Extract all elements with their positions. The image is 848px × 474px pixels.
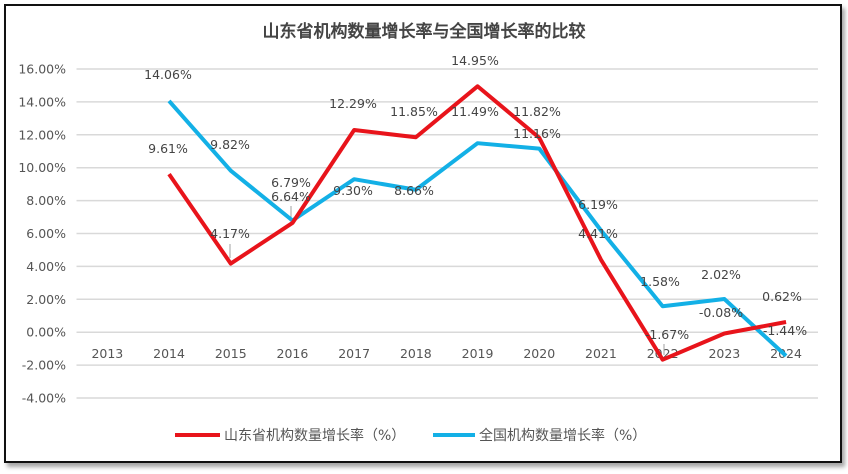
series-line-national: [167, 99, 788, 358]
data-label: 11.49%: [451, 104, 499, 119]
y-tick-label: 4.00%: [26, 259, 66, 274]
x-tick-label: 2020: [523, 346, 555, 361]
data-label: 6.64%: [271, 189, 311, 204]
x-tick-label: 2016: [277, 346, 309, 361]
y-tick-label: 10.00%: [18, 160, 66, 175]
x-tick-label: 2015: [215, 346, 247, 361]
x-tick-label: 2019: [462, 346, 494, 361]
legend-label: 山东省机构数量增长率（%）: [224, 427, 405, 444]
data-label: -0.08%: [699, 305, 743, 320]
y-tick-label: -4.00%: [22, 391, 66, 406]
y-tick-label: 16.00%: [18, 62, 66, 77]
legend-label: 全国机构数量增长率（%）: [479, 427, 646, 444]
y-tick-label: 6.00%: [26, 226, 66, 241]
data-label: 14.95%: [451, 53, 499, 68]
data-label: 4.41%: [578, 226, 618, 241]
y-tick-label: 8.00%: [26, 193, 66, 208]
y-tick-label: 12.00%: [18, 127, 66, 142]
data-label: 12.29%: [329, 96, 377, 111]
data-label: 14.06%: [144, 67, 192, 82]
data-label: 8.66%: [394, 183, 434, 198]
x-tick-label: 2023: [708, 346, 740, 361]
y-tick-label: 14.00%: [18, 94, 66, 109]
data-label: 9.82%: [210, 137, 250, 152]
data-label: 4.17%: [210, 226, 250, 241]
x-tick-label: 2018: [400, 346, 432, 361]
data-label: -1.67%: [645, 327, 689, 342]
data-label: 11.16%: [513, 126, 561, 141]
data-label: 11.82%: [513, 104, 561, 119]
data-label: 6.19%: [578, 197, 618, 212]
data-label: 0.62%: [762, 289, 802, 304]
y-tick-label: 2.00%: [26, 292, 66, 307]
data-label: 2.02%: [701, 267, 741, 282]
data-label: 11.85%: [390, 104, 438, 119]
y-tick-label: 0.00%: [26, 325, 66, 340]
series-line-shandong: [167, 84, 787, 362]
data-label: 6.79%: [271, 175, 311, 190]
data-label: 9.30%: [333, 183, 373, 198]
chart-title: 山东省机构数量增长率与全国增长率的比较: [263, 21, 586, 42]
y-tick-label: -2.00%: [22, 358, 66, 373]
x-tick-label: 2017: [338, 346, 370, 361]
data-label: -1.44%: [763, 323, 807, 338]
x-tick-label: 2013: [91, 346, 123, 361]
x-tick-label: 2014: [153, 346, 185, 361]
data-label: 9.61%: [148, 141, 188, 156]
x-tick-label: 2021: [585, 346, 617, 361]
data-label: 1.58%: [640, 274, 680, 289]
